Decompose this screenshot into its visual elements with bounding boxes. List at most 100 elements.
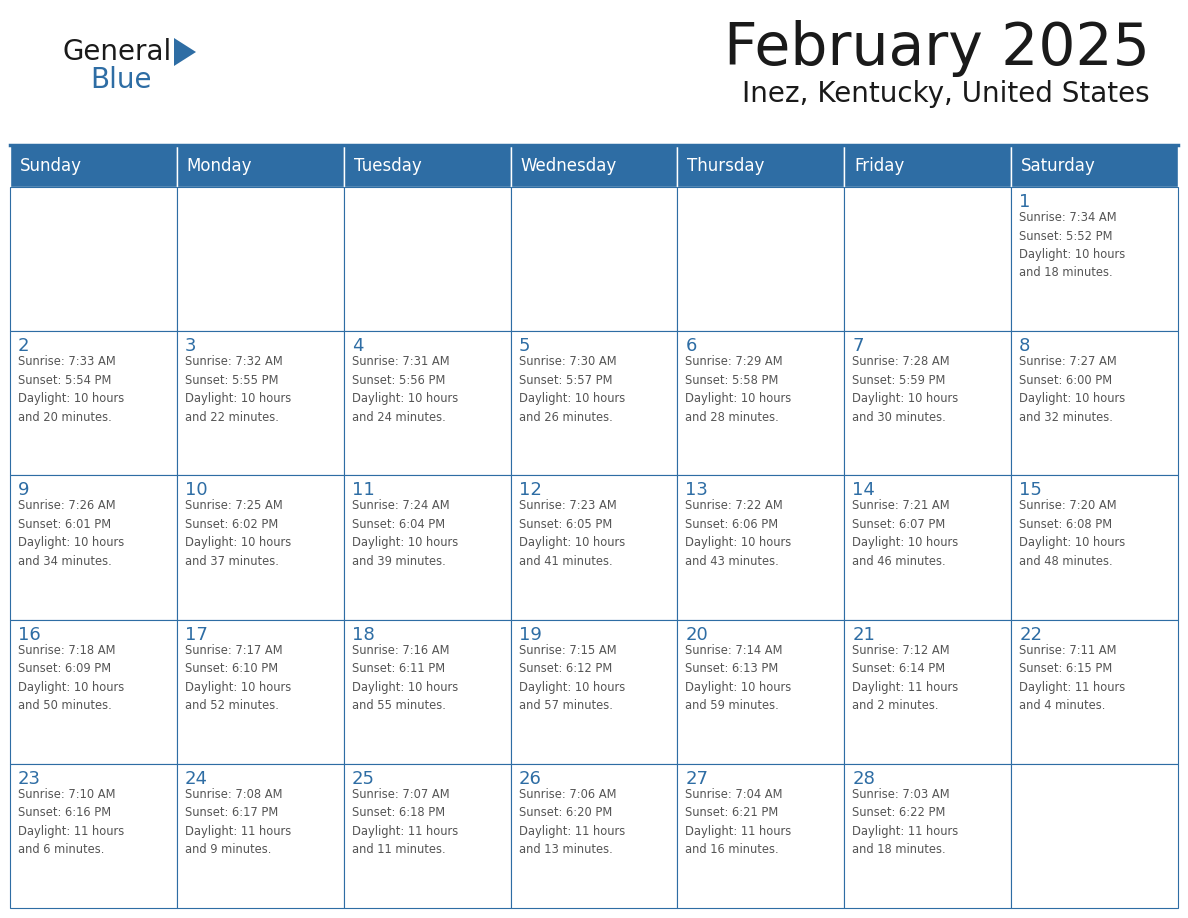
- Bar: [677, 187, 845, 331]
- Text: 7: 7: [852, 337, 864, 355]
- Text: Sunrise: 7:28 AM
Sunset: 5:59 PM
Daylight: 10 hours
and 30 minutes.: Sunrise: 7:28 AM Sunset: 5:59 PM Dayligh…: [852, 355, 959, 424]
- Bar: [845, 145, 1011, 187]
- Bar: [511, 620, 677, 764]
- Text: Sunrise: 7:16 AM
Sunset: 6:11 PM
Daylight: 10 hours
and 55 minutes.: Sunrise: 7:16 AM Sunset: 6:11 PM Dayligh…: [352, 644, 457, 712]
- Bar: [845, 476, 1011, 620]
- Bar: [845, 764, 1011, 908]
- Bar: [1011, 764, 1178, 908]
- Text: Sunrise: 7:18 AM
Sunset: 6:09 PM
Daylight: 10 hours
and 50 minutes.: Sunrise: 7:18 AM Sunset: 6:09 PM Dayligh…: [18, 644, 125, 712]
- Bar: [10, 620, 177, 764]
- Bar: [511, 145, 677, 187]
- Bar: [1011, 476, 1178, 620]
- Bar: [845, 620, 1011, 764]
- Bar: [10, 476, 177, 620]
- Bar: [511, 764, 677, 908]
- Bar: [1011, 187, 1178, 331]
- Text: Friday: Friday: [854, 157, 904, 175]
- Polygon shape: [173, 38, 196, 66]
- Text: 16: 16: [18, 625, 40, 644]
- Bar: [1011, 145, 1178, 187]
- Text: 21: 21: [852, 625, 876, 644]
- Bar: [343, 331, 511, 476]
- Text: 6: 6: [685, 337, 697, 355]
- Bar: [845, 331, 1011, 476]
- Bar: [10, 187, 177, 331]
- Bar: [677, 331, 845, 476]
- Text: Sunrise: 7:21 AM
Sunset: 6:07 PM
Daylight: 10 hours
and 46 minutes.: Sunrise: 7:21 AM Sunset: 6:07 PM Dayligh…: [852, 499, 959, 568]
- Text: 11: 11: [352, 481, 374, 499]
- Text: Sunrise: 7:17 AM
Sunset: 6:10 PM
Daylight: 10 hours
and 52 minutes.: Sunrise: 7:17 AM Sunset: 6:10 PM Dayligh…: [185, 644, 291, 712]
- Text: 12: 12: [519, 481, 542, 499]
- Text: Inez, Kentucky, United States: Inez, Kentucky, United States: [742, 80, 1150, 108]
- Bar: [10, 764, 177, 908]
- Text: Sunrise: 7:23 AM
Sunset: 6:05 PM
Daylight: 10 hours
and 41 minutes.: Sunrise: 7:23 AM Sunset: 6:05 PM Dayligh…: [519, 499, 625, 568]
- Text: 3: 3: [185, 337, 196, 355]
- Text: Sunrise: 7:27 AM
Sunset: 6:00 PM
Daylight: 10 hours
and 32 minutes.: Sunrise: 7:27 AM Sunset: 6:00 PM Dayligh…: [1019, 355, 1125, 424]
- Text: Sunrise: 7:20 AM
Sunset: 6:08 PM
Daylight: 10 hours
and 48 minutes.: Sunrise: 7:20 AM Sunset: 6:08 PM Dayligh…: [1019, 499, 1125, 568]
- Text: 19: 19: [519, 625, 542, 644]
- Bar: [343, 620, 511, 764]
- Bar: [343, 764, 511, 908]
- Bar: [1011, 620, 1178, 764]
- Text: Sunrise: 7:11 AM
Sunset: 6:15 PM
Daylight: 11 hours
and 4 minutes.: Sunrise: 7:11 AM Sunset: 6:15 PM Dayligh…: [1019, 644, 1125, 712]
- Bar: [511, 476, 677, 620]
- Text: 20: 20: [685, 625, 708, 644]
- Text: 23: 23: [18, 770, 42, 788]
- Text: Wednesday: Wednesday: [520, 157, 617, 175]
- Text: 2: 2: [18, 337, 30, 355]
- Text: Sunday: Sunday: [20, 157, 82, 175]
- Text: 14: 14: [852, 481, 876, 499]
- Text: Monday: Monday: [187, 157, 252, 175]
- Bar: [511, 331, 677, 476]
- Text: Thursday: Thursday: [688, 157, 765, 175]
- Text: Sunrise: 7:25 AM
Sunset: 6:02 PM
Daylight: 10 hours
and 37 minutes.: Sunrise: 7:25 AM Sunset: 6:02 PM Dayligh…: [185, 499, 291, 568]
- Text: Sunrise: 7:26 AM
Sunset: 6:01 PM
Daylight: 10 hours
and 34 minutes.: Sunrise: 7:26 AM Sunset: 6:01 PM Dayligh…: [18, 499, 125, 568]
- Text: Sunrise: 7:33 AM
Sunset: 5:54 PM
Daylight: 10 hours
and 20 minutes.: Sunrise: 7:33 AM Sunset: 5:54 PM Dayligh…: [18, 355, 125, 424]
- Bar: [177, 476, 343, 620]
- Bar: [10, 331, 177, 476]
- Text: Sunrise: 7:08 AM
Sunset: 6:17 PM
Daylight: 11 hours
and 9 minutes.: Sunrise: 7:08 AM Sunset: 6:17 PM Dayligh…: [185, 788, 291, 856]
- Bar: [677, 476, 845, 620]
- Bar: [677, 620, 845, 764]
- Text: Sunrise: 7:04 AM
Sunset: 6:21 PM
Daylight: 11 hours
and 16 minutes.: Sunrise: 7:04 AM Sunset: 6:21 PM Dayligh…: [685, 788, 791, 856]
- Text: Sunrise: 7:29 AM
Sunset: 5:58 PM
Daylight: 10 hours
and 28 minutes.: Sunrise: 7:29 AM Sunset: 5:58 PM Dayligh…: [685, 355, 791, 424]
- Text: Sunrise: 7:22 AM
Sunset: 6:06 PM
Daylight: 10 hours
and 43 minutes.: Sunrise: 7:22 AM Sunset: 6:06 PM Dayligh…: [685, 499, 791, 568]
- Text: Sunrise: 7:34 AM
Sunset: 5:52 PM
Daylight: 10 hours
and 18 minutes.: Sunrise: 7:34 AM Sunset: 5:52 PM Dayligh…: [1019, 211, 1125, 279]
- Text: Sunrise: 7:30 AM
Sunset: 5:57 PM
Daylight: 10 hours
and 26 minutes.: Sunrise: 7:30 AM Sunset: 5:57 PM Dayligh…: [519, 355, 625, 424]
- Text: February 2025: February 2025: [725, 20, 1150, 77]
- Text: 15: 15: [1019, 481, 1042, 499]
- Bar: [177, 620, 343, 764]
- Text: General: General: [62, 38, 171, 66]
- Bar: [845, 187, 1011, 331]
- Text: 10: 10: [185, 481, 208, 499]
- Bar: [677, 764, 845, 908]
- Text: 28: 28: [852, 770, 876, 788]
- Bar: [177, 187, 343, 331]
- Text: Sunrise: 7:03 AM
Sunset: 6:22 PM
Daylight: 11 hours
and 18 minutes.: Sunrise: 7:03 AM Sunset: 6:22 PM Dayligh…: [852, 788, 959, 856]
- Text: Sunrise: 7:24 AM
Sunset: 6:04 PM
Daylight: 10 hours
and 39 minutes.: Sunrise: 7:24 AM Sunset: 6:04 PM Dayligh…: [352, 499, 457, 568]
- Text: 22: 22: [1019, 625, 1042, 644]
- Text: Sunrise: 7:07 AM
Sunset: 6:18 PM
Daylight: 11 hours
and 11 minutes.: Sunrise: 7:07 AM Sunset: 6:18 PM Dayligh…: [352, 788, 457, 856]
- Bar: [1011, 331, 1178, 476]
- Text: Sunrise: 7:06 AM
Sunset: 6:20 PM
Daylight: 11 hours
and 13 minutes.: Sunrise: 7:06 AM Sunset: 6:20 PM Dayligh…: [519, 788, 625, 856]
- Text: Saturday: Saturday: [1022, 157, 1095, 175]
- Text: 24: 24: [185, 770, 208, 788]
- Bar: [677, 145, 845, 187]
- Bar: [177, 331, 343, 476]
- Bar: [343, 187, 511, 331]
- Text: 18: 18: [352, 625, 374, 644]
- Bar: [177, 764, 343, 908]
- Text: Tuesday: Tuesday: [354, 157, 422, 175]
- Bar: [10, 145, 177, 187]
- Text: Sunrise: 7:10 AM
Sunset: 6:16 PM
Daylight: 11 hours
and 6 minutes.: Sunrise: 7:10 AM Sunset: 6:16 PM Dayligh…: [18, 788, 125, 856]
- Text: 9: 9: [18, 481, 30, 499]
- Text: Blue: Blue: [90, 66, 152, 94]
- Text: 26: 26: [519, 770, 542, 788]
- Bar: [343, 476, 511, 620]
- Text: 4: 4: [352, 337, 364, 355]
- Text: Sunrise: 7:32 AM
Sunset: 5:55 PM
Daylight: 10 hours
and 22 minutes.: Sunrise: 7:32 AM Sunset: 5:55 PM Dayligh…: [185, 355, 291, 424]
- Bar: [511, 187, 677, 331]
- Bar: [177, 145, 343, 187]
- Text: 27: 27: [685, 770, 708, 788]
- Text: 1: 1: [1019, 193, 1030, 211]
